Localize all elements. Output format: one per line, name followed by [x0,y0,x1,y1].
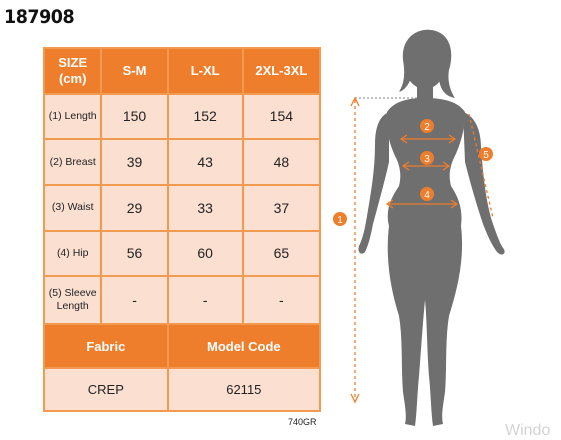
fabric-value: CREP [43,367,169,412]
table-cell: 150 [100,92,169,141]
row-label-breast: (2) Breast [42,138,103,186]
table-cell: 39 [100,138,169,186]
table-cell: 37 [241,183,322,232]
body-silhouette-figure: 1 2 3 4 5 [333,29,505,426]
marker-5-icon [479,147,493,161]
row-label-length: (1) Length [42,92,103,141]
marker-1-icon [333,212,347,226]
size-chart-table: SIZE (cm) S-M L-XL 2XL-3XL (1) Length 15… [42,47,322,412]
column-header-s-m: S-M [100,47,169,95]
length-top-arrow [350,96,360,107]
measurement-guides [350,96,494,404]
hip-arrows [385,199,459,209]
table-cell: 60 [166,229,244,278]
hair-shape [399,29,455,98]
product-code: 187908 [4,6,75,28]
table-cell: 56 [100,229,169,278]
fabric-value-row: CREP 62115 [43,367,322,412]
marker-3-icon [420,151,434,165]
measurement-markers: 1 2 3 4 5 [333,119,493,226]
marker-4-icon [420,187,434,201]
size-header: SIZE (cm) [42,47,103,95]
row-label-waist: (3) Waist [42,183,103,232]
right-arm-shape [463,112,505,255]
legs-shape [387,226,463,426]
row-label-sleeve-length: (5) Sleeve Length [42,275,103,325]
table-row: (4) Hip 56 60 65 [42,229,322,278]
table-cell: 65 [241,229,322,278]
neck-shape [417,84,433,100]
waist-arrows [401,161,451,171]
marker-3-number: 3 [424,154,430,165]
left-arm-shape [358,112,389,254]
table-row: (5) Sleeve Length - - - [42,275,322,325]
table-cell: 29 [100,183,169,232]
model-code-value: 62115 [166,367,322,412]
table-cell: 33 [166,183,244,232]
silhouette [358,29,505,426]
length-bottom-arrow [350,393,360,404]
model-code-label: Model Code [166,322,322,370]
column-header-l-xl: L-XL [166,47,244,95]
row-label-hip: (4) Hip [42,229,103,278]
header-row: SIZE (cm) S-M L-XL 2XL-3XL [42,47,322,95]
table-cell: - [166,275,244,325]
table-cell: 48 [241,138,322,186]
marker-2-icon [420,119,434,133]
table-cell: - [241,275,322,325]
breast-arrows [399,134,457,144]
column-header-2xl-3xl: 2XL-3XL [241,47,322,95]
table-row: (1) Length 150 152 154 [42,92,322,141]
table-cell: - [100,275,169,325]
table-row: (2) Breast 39 43 48 [42,138,322,186]
fabric-header-row: Fabric Model Code [43,322,322,370]
table-row: (3) Waist 29 33 37 [42,183,322,232]
table-cell: 43 [166,138,244,186]
fabric-label: Fabric [43,322,169,370]
marker-2-number: 2 [424,122,430,133]
watermark-text: Windo [505,422,551,439]
footer-code: 740GR [288,417,317,427]
marker-5-number: 5 [483,150,489,161]
marker-4-number: 4 [424,190,430,201]
table-cell: 152 [166,92,244,141]
marker-1-number: 1 [337,215,343,226]
table-cell: 154 [241,92,322,141]
